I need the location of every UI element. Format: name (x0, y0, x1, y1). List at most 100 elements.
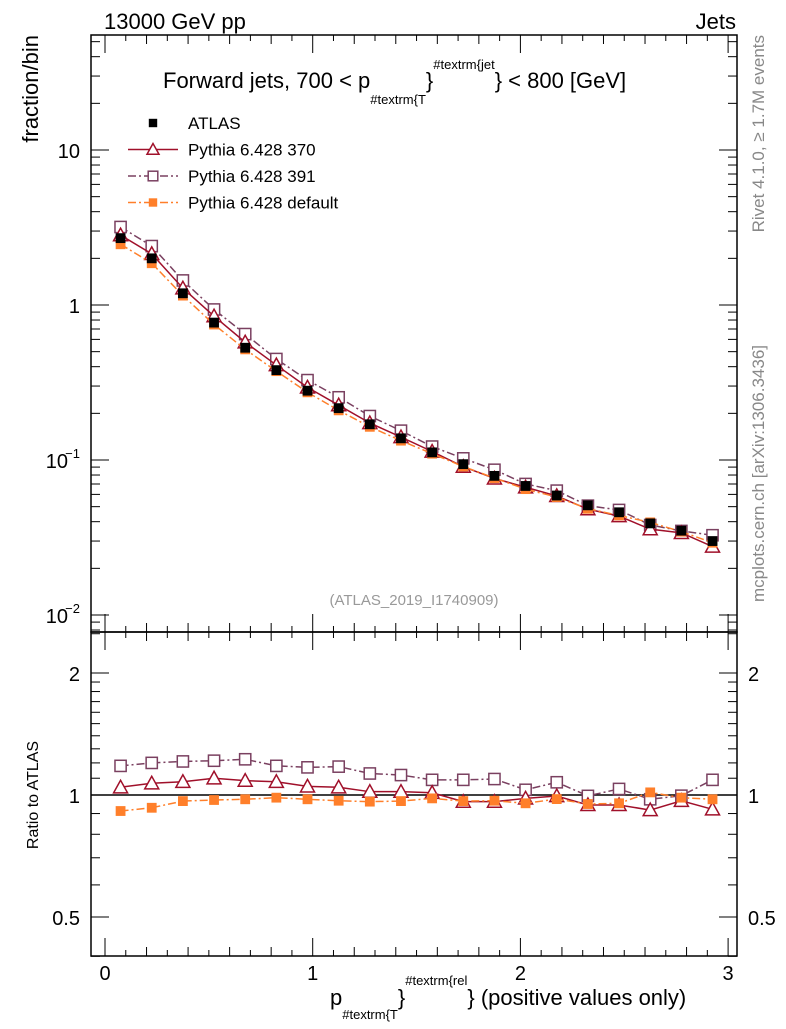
xlabel-brace: } (398, 985, 405, 1010)
triangle-marker (268, 773, 285, 789)
square-marker (583, 799, 593, 809)
legend-label: Pythia 6.428 370 (188, 141, 316, 160)
square-marker (489, 470, 500, 481)
square-marker (333, 403, 344, 414)
series-line (120, 226, 713, 536)
header-right: Jets (696, 9, 736, 34)
x-axis-label: p#textrm{T}#textrm{rel} (positive values… (330, 973, 686, 1022)
triangle-marker (205, 769, 223, 785)
square-marker (425, 773, 439, 787)
y-tick-label: 10 (58, 141, 80, 163)
triangle-marker (641, 801, 659, 817)
legend-entry: Pythia 6.428 391 (128, 167, 316, 186)
ratio-tick-label-right: 1 (748, 786, 759, 808)
square-marker (520, 481, 531, 491)
square-marker (240, 794, 251, 805)
square-marker (364, 796, 375, 807)
xlabel-rest: } (positive values only) (467, 985, 686, 1010)
square-marker (614, 507, 624, 518)
legend-label: ATLAS (188, 114, 241, 133)
square-marker (302, 794, 313, 805)
square-marker (458, 459, 469, 470)
triangle-marker (641, 520, 659, 536)
analysis-id: (ATLAS_2019_I1740909) (329, 592, 498, 609)
square-marker (363, 767, 377, 780)
square-marker (177, 796, 188, 806)
triangle-marker (236, 772, 254, 787)
square-marker (115, 239, 126, 250)
square-marker (145, 756, 159, 770)
square-marker (489, 795, 500, 806)
square-marker (146, 802, 157, 813)
square-marker (396, 796, 406, 806)
series-pythia-6-428-default (115, 239, 718, 816)
series-atlas (115, 233, 718, 546)
side-label-rivet: Rivet 4.1.0, ≥ 1.7M events (749, 35, 768, 232)
square-marker (394, 768, 408, 782)
title-part1: Forward jets, 700 < p (163, 68, 370, 93)
xlabel-sup: #textrm{rel (405, 973, 467, 988)
square-marker (551, 794, 562, 804)
square-marker (427, 793, 438, 804)
triangle-marker (143, 774, 161, 790)
legend-label: Pythia 6.428 391 (188, 167, 316, 186)
triangle-marker (145, 141, 161, 156)
square-marker (458, 796, 469, 806)
square-marker (148, 118, 158, 128)
triangle-marker (330, 778, 347, 794)
square-marker (238, 752, 252, 766)
square-marker (207, 754, 221, 768)
square-marker (176, 755, 190, 768)
square-marker (427, 447, 438, 458)
square-marker (645, 787, 656, 798)
square-marker (707, 536, 718, 546)
square-marker (396, 433, 406, 444)
xlabel-sub: #textrm{T (342, 1007, 398, 1022)
square-marker (270, 759, 283, 773)
legend-entry: Pythia 6.428 default (128, 194, 339, 213)
title-part2: } < 800 [GeV] (495, 68, 626, 93)
x-tick-label: 1 (307, 963, 318, 985)
x-tick-label: 2 (515, 963, 526, 985)
square-marker (332, 760, 346, 773)
ratio-line (120, 791, 713, 812)
x-tick-label: 0 (99, 963, 110, 985)
y-axis-label: fraction/bin (18, 35, 43, 143)
y-tick-label: 1 (69, 296, 80, 318)
header-left: 13000 GeV pp (104, 9, 246, 34)
y-tick-exponent: −1 (65, 446, 80, 461)
square-marker (302, 385, 313, 396)
ratio-line (120, 777, 713, 811)
title-sup: #textrm{jet (433, 57, 495, 72)
square-marker (271, 365, 282, 376)
square-marker (240, 342, 251, 353)
square-marker (146, 253, 157, 264)
square-marker (301, 761, 314, 774)
square-marker (520, 798, 531, 809)
series-line (120, 234, 713, 548)
square-marker (488, 772, 501, 786)
triangle-marker (174, 773, 192, 789)
ratio-tick-label: 1 (69, 786, 80, 808)
square-marker (706, 773, 719, 787)
square-marker (115, 233, 126, 244)
square-marker (676, 525, 687, 536)
square-marker (456, 773, 470, 787)
ratio-tick-label: 2 (69, 664, 80, 686)
ratio-frame (90, 631, 738, 957)
square-marker (645, 518, 656, 529)
square-marker (612, 782, 626, 796)
series-pythia-6-428-370 (112, 226, 721, 817)
ratio-tick-label: 0.5 (52, 908, 80, 930)
ratio-tick-label-right: 2 (748, 664, 759, 686)
square-marker (177, 288, 188, 299)
y-tick-exponent: −2 (65, 601, 80, 616)
square-marker (364, 419, 375, 430)
square-marker (614, 798, 624, 809)
square-marker (333, 795, 344, 806)
plot-title: Forward jets, 700 < p#textrm{T}#textrm{j… (163, 57, 626, 107)
square-marker (676, 792, 687, 803)
ratio-tick-label-right: 0.5 (748, 908, 776, 930)
